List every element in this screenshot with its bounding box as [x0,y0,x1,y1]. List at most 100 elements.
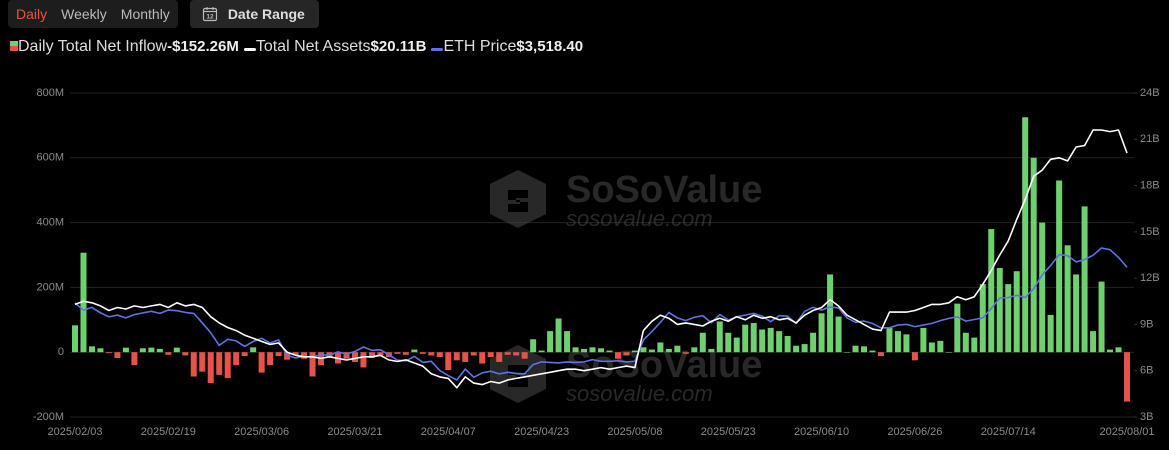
bar [258,352,265,373]
bar [411,349,418,353]
x-tick-label: 2025/08/01 [1099,426,1154,438]
bar [640,347,647,353]
bar [1056,180,1063,353]
legend-value: -$152.26M [167,38,239,55]
period-tab[interactable]: Weekly [61,6,107,22]
bar [844,352,851,353]
calendar-icon: 12 [202,7,217,22]
legend-label: Total Net Assets [255,38,371,55]
bar [699,332,706,353]
bar [165,352,172,355]
bar [903,334,910,353]
x-tick-label: 2025/06/10 [794,426,849,438]
bar [691,347,698,353]
bar [852,345,859,353]
bar [445,352,452,371]
bar [470,352,477,356]
toolbar: Daily Weekly Monthly 12 Date Range [8,0,319,28]
bar [360,352,367,368]
bar [708,348,715,353]
watermark-url: sosovalue.com [566,381,713,406]
bar [462,352,469,362]
bar [793,345,800,353]
y2-tick-label: 24B [1140,87,1160,99]
bar [122,347,129,353]
bar [962,332,969,353]
bar [139,348,146,353]
bar [250,347,257,353]
bar [555,318,562,353]
bar [173,347,180,353]
bar [131,352,138,366]
legend-item[interactable]: ETH Price$3,518.40 [431,38,583,56]
bar [1081,206,1088,353]
y-tick-label: 400M [36,217,64,229]
bar [971,337,978,353]
x-tick-label: 2025/06/26 [887,426,942,438]
bar [190,352,197,377]
y2-tick-label: 3B [1140,411,1153,423]
bar [937,340,944,353]
bar [606,350,613,353]
bar [241,352,248,357]
bar [487,352,494,358]
legend-item[interactable]: Total Net Assets$20.11B [243,38,427,56]
bar [784,336,791,353]
bar [351,352,358,362]
y-tick-label: 800M [36,87,64,99]
bar [861,346,867,353]
bar [394,352,401,354]
bar [835,316,842,353]
bar [750,323,757,353]
bar [156,348,163,353]
bar [1013,271,1020,353]
watermark-url: sosovalue.com [566,206,713,231]
y-tick-label: 600M [36,152,64,164]
x-tick-label: 2025/02/03 [47,426,102,438]
period-tab[interactable]: Daily [16,6,48,22]
legend-value: $20.11B [370,38,427,55]
bar [911,352,918,361]
bar [88,346,95,353]
bar [1115,347,1122,353]
bar [1073,274,1080,353]
x-tick-label: 2025/02/19 [141,426,196,438]
y2-tick-label: 18B [1140,179,1160,191]
bar [1005,284,1012,353]
bar [614,352,621,359]
bar [920,327,927,353]
y2-tick-label: 21B [1140,133,1160,145]
bar [504,352,511,355]
y2-tick-label: 9B [1140,318,1153,330]
bar [665,348,672,353]
bar [148,347,155,353]
bar [292,352,299,356]
date-range-button[interactable]: 12 Date Range [189,0,319,28]
bar [72,325,78,353]
bar [530,339,537,353]
bar [368,352,375,359]
y2-tick-label: 12B [1140,272,1160,284]
bar [479,352,486,364]
bar [199,352,206,372]
x-tick-label: 2025/04/07 [421,426,476,438]
bar [301,352,308,359]
bar [716,321,723,353]
bar [377,352,384,356]
bar [801,344,808,353]
bar [436,352,443,358]
bar [581,348,588,353]
x-tick-label: 2025/03/06 [234,426,289,438]
bar [114,352,121,359]
bar [267,352,274,366]
bar [453,352,460,361]
bar [1039,222,1046,353]
x-tick-label: 2025/04/23 [514,426,569,438]
legend-swatch [431,48,444,51]
bar [80,252,87,353]
bar [674,345,681,353]
bar [682,352,689,354]
y-tick-label: -200M [33,411,64,423]
legend-item[interactable]: Daily Total Net Inflow-$152.26M [10,38,239,56]
period-tab[interactable]: Monthly [120,6,170,22]
